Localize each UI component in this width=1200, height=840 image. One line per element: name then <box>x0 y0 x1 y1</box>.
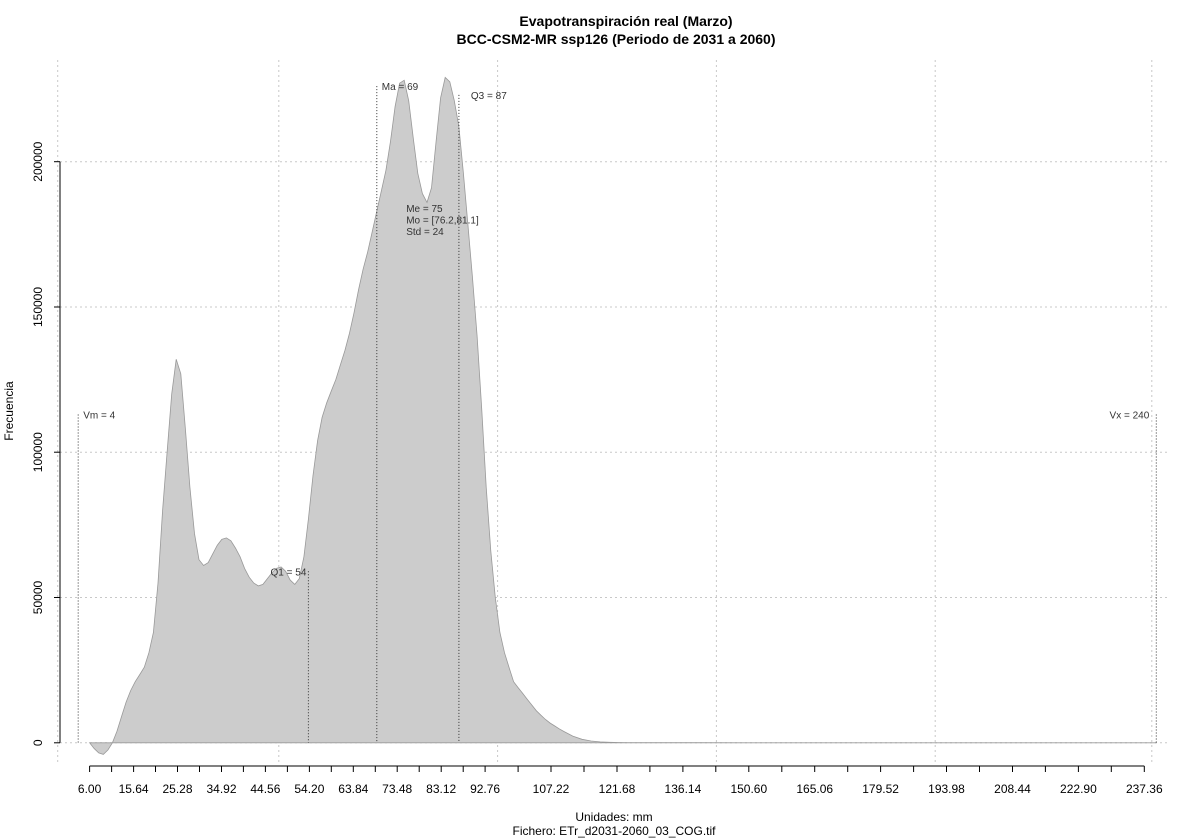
stat-marker-label: Q3 = 87 <box>471 91 507 102</box>
x-tick-label: 25.28 <box>162 782 192 796</box>
x-tick-label: 34.92 <box>206 782 236 796</box>
x-tick-label: 15.64 <box>119 782 149 796</box>
x-tick-label: 63.84 <box>338 782 368 796</box>
stat-marker-label: Vm = 4 <box>83 411 115 422</box>
y-tick-label: 200000 <box>31 141 45 181</box>
stat-marker-label: Q1 = 54 <box>271 567 307 578</box>
x-tick-label: 121.68 <box>599 782 636 796</box>
x-tick-label: 179.52 <box>862 782 899 796</box>
chart-title: Evapotranspiración real (Marzo) <box>519 13 732 29</box>
x-tick-label: 6.00 <box>78 782 102 796</box>
chart-subtitle: BCC-CSM2-MR ssp126 (Periodo de 2031 a 20… <box>457 31 776 47</box>
file-caption: Fichero: ETr_d2031-2060_03_COG.tif <box>513 824 717 838</box>
x-axis-label: Unidades: mm <box>575 810 652 824</box>
stats-label: Std = 24 <box>406 227 444 238</box>
x-tick-label: 54.20 <box>294 782 324 796</box>
y-tick-label: 150000 <box>31 287 45 327</box>
x-tick-label: 44.56 <box>250 782 280 796</box>
stat-marker-label: Ma = 69 <box>382 82 419 93</box>
x-tick-label: 150.60 <box>730 782 767 796</box>
y-tick-label: 100000 <box>31 432 45 472</box>
annotation-layer: Vm = 4 Q1 = 54 Ma = 69 Q3 = 87 Vx = 240 Me = … <box>77 82 1157 743</box>
stats-label: Me = 75 <box>406 204 443 215</box>
x-tick-label: 222.90 <box>1060 782 1097 796</box>
x-tick-label: 92.76 <box>470 782 500 796</box>
area-layer <box>88 76 1157 755</box>
x-axis: 6.00 15.64 25.28 34.92 44.56 54.20 63.84 73.48 8… <box>78 765 1163 796</box>
x-tick-label: 83.12 <box>426 782 456 796</box>
x-tick-label: 208.44 <box>994 782 1031 796</box>
x-tick-label: 73.48 <box>382 782 412 796</box>
y-tick-label: 50000 <box>31 580 45 614</box>
y-axis: 0 50000 100000 150000 200000 <box>31 141 61 746</box>
stat-marker-label: Vx = 240 <box>1110 411 1150 422</box>
x-tick-label: 237.36 <box>1126 782 1163 796</box>
x-tick-label: 136.14 <box>665 782 702 796</box>
x-tick-label: 165.06 <box>796 782 833 796</box>
y-tick-label: 0 <box>31 739 45 746</box>
x-tick-label: 107.22 <box>533 782 570 796</box>
stats-label: Mo = [76.2,81.1] <box>406 216 479 227</box>
y-axis-label: Frecuencia <box>2 381 16 441</box>
x-tick-label: 193.98 <box>928 782 965 796</box>
density-area <box>88 76 1157 755</box>
